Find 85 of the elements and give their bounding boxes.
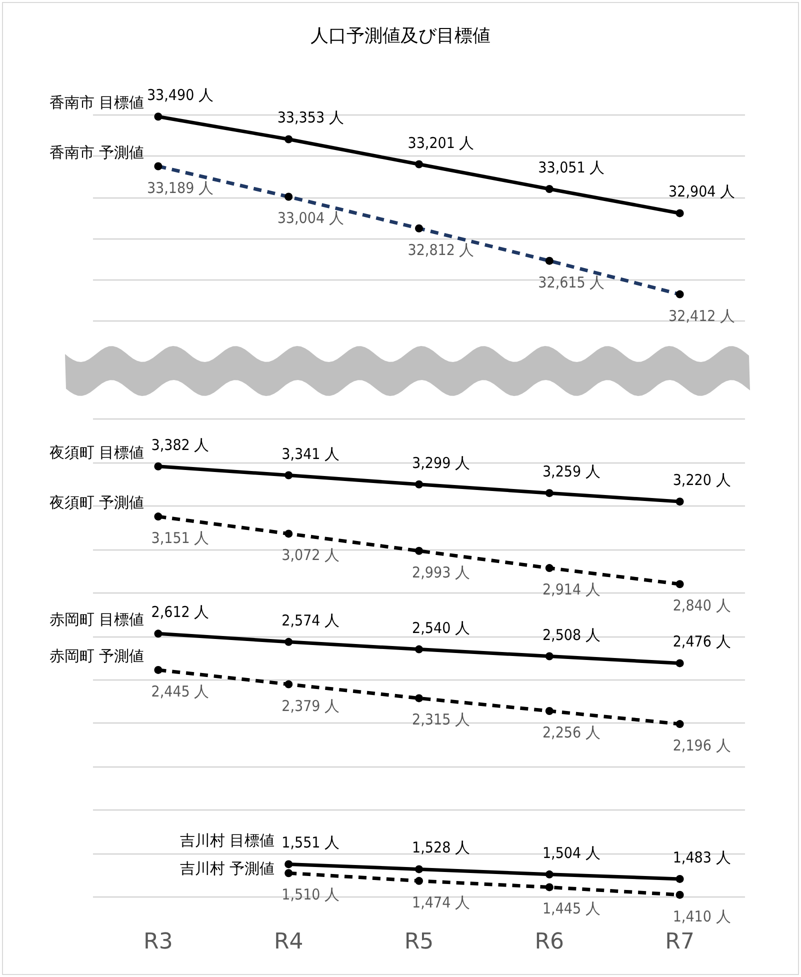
data-label: 2,379 人 — [282, 696, 340, 715]
data-label: 1,528 人 — [412, 838, 470, 857]
data-label: 1,504 人 — [542, 844, 600, 862]
point — [545, 652, 554, 660]
data-label: 33,051 人 — [538, 158, 605, 176]
point — [154, 666, 162, 674]
data-label: 33,004 人 — [277, 209, 344, 228]
point — [415, 480, 423, 488]
data-label: 33,490 人 — [146, 86, 214, 104]
series-label: 吉川村 目標値 — [180, 832, 275, 850]
data-label: 33,353 人 — [277, 108, 344, 127]
series-label: 夜須町 目標値 — [49, 443, 144, 462]
series-label: 夜須町 予測値 — [49, 494, 144, 512]
point — [154, 112, 162, 121]
data-label: 33,201 人 — [408, 134, 474, 152]
data-label: 32,812 人 — [408, 240, 474, 259]
series-label: 吉川村 予測値 — [180, 860, 275, 878]
point — [545, 564, 554, 572]
data-label: 2,256 人 — [542, 724, 600, 742]
data-label: 2,445 人 — [151, 682, 210, 700]
x-tick-label: R7 — [665, 930, 694, 954]
point — [415, 645, 423, 654]
point — [284, 530, 293, 538]
data-label: 32,615 人 — [538, 273, 605, 292]
data-label: 3,299 人 — [412, 454, 470, 472]
point — [415, 865, 423, 874]
data-label: 1,445 人 — [542, 900, 600, 918]
point — [676, 720, 684, 728]
point — [415, 160, 423, 168]
point — [284, 680, 293, 688]
data-label: 1,474 人 — [412, 893, 470, 912]
point — [676, 659, 684, 668]
data-label: 32,904 人 — [668, 182, 736, 201]
data-label: 1,483 人 — [672, 848, 731, 866]
data-label: 2,993 人 — [412, 563, 470, 582]
data-label: 2,315 人 — [412, 710, 470, 729]
data-label: 2,196 人 — [672, 736, 731, 755]
point — [676, 580, 684, 588]
point — [545, 870, 554, 878]
point — [545, 489, 554, 498]
data-label: 2,476 人 — [672, 632, 731, 651]
data-label: 3,382 人 — [151, 436, 210, 454]
point — [415, 694, 423, 702]
chart-title: 人口予測値及び目標値 — [310, 26, 490, 46]
data-label: 2,540 人 — [412, 618, 470, 637]
point — [676, 874, 684, 883]
point — [284, 471, 293, 480]
x-tick-label: R4 — [274, 930, 304, 954]
point — [415, 546, 423, 555]
point — [154, 512, 162, 521]
point — [154, 462, 162, 470]
point — [154, 630, 162, 638]
data-label: 1,510 人 — [282, 886, 340, 904]
point — [676, 890, 684, 899]
point — [676, 498, 684, 506]
data-label: 2,840 人 — [672, 596, 731, 615]
series-label: 赤岡町 予測値 — [49, 646, 144, 665]
point — [545, 184, 554, 193]
data-label: 2,508 人 — [542, 626, 600, 644]
point — [676, 209, 684, 218]
point — [284, 638, 293, 646]
point — [545, 883, 554, 892]
data-label: 3,259 人 — [542, 462, 600, 481]
data-label: 3,151 人 — [151, 529, 210, 548]
series-label: 香南市 予測値 — [49, 143, 144, 162]
point — [284, 860, 293, 868]
series-label: 香南市 目標値 — [49, 94, 144, 112]
data-label: 3,220 人 — [672, 471, 731, 490]
point — [545, 707, 554, 716]
x-tick-label: R3 — [144, 930, 173, 954]
data-label: 2,574 人 — [282, 611, 340, 630]
data-label: 1,410 人 — [672, 907, 731, 926]
x-tick-label: R6 — [534, 930, 564, 954]
point — [284, 869, 293, 878]
x-tick-label: R5 — [404, 930, 434, 954]
data-label: 2,612 人 — [151, 603, 210, 622]
data-label: 32,412 人 — [668, 306, 736, 325]
data-label: 3,072 人 — [282, 546, 340, 564]
data-label: 33,189 人 — [146, 178, 214, 197]
data-label: 3,341 人 — [282, 444, 340, 463]
data-label: 2,914 人 — [542, 580, 600, 599]
series-label: 赤岡町 目標値 — [49, 610, 144, 629]
point — [415, 876, 423, 885]
data-label: 1,551 人 — [282, 834, 340, 852]
point — [284, 135, 293, 144]
